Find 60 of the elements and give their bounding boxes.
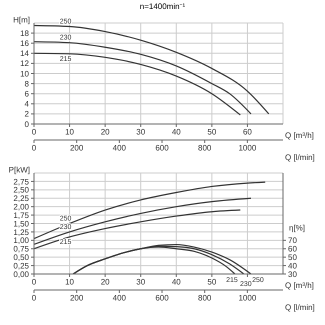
- x2-axis-title: Q [l/min]: [285, 303, 315, 312]
- y-tick-label: 8: [24, 79, 30, 88]
- y-tick-label: 2,75: [13, 177, 30, 186]
- x-tick-label: 20: [100, 128, 110, 137]
- x-tick-label: 10: [65, 278, 75, 287]
- x2-tick-label: 400: [112, 144, 127, 153]
- x2-tick-label: 200: [70, 144, 84, 153]
- y-tick-label: 12: [20, 59, 30, 68]
- x-tick-label: 30: [136, 278, 146, 287]
- x-tick-label: 10: [65, 128, 75, 137]
- y-tick-label: 1,50: [13, 219, 30, 228]
- y2-tick-label: 60: [288, 244, 298, 254]
- chart-title: n=1400min⁻¹: [138, 1, 186, 12]
- y-tick-label: 18: [20, 28, 30, 38]
- y-tick-label: 2,50: [13, 186, 30, 195]
- x-tick-label: 60: [242, 128, 252, 137]
- y-tick-label: 4: [24, 100, 30, 109]
- x2-axis-title: Q [l/min]: [285, 153, 315, 162]
- y2-tick-label: 40: [288, 261, 298, 270]
- y-tick-label: 2,00: [13, 202, 30, 212]
- x2-tick-label: 200: [70, 294, 84, 303]
- y2-tick-label: 50: [288, 253, 298, 262]
- y-tick-label: 6: [24, 90, 30, 99]
- x2-tick-label: 600: [155, 144, 170, 153]
- x-tick-label: 40: [172, 128, 182, 137]
- y-tick-label: 16: [20, 39, 30, 48]
- x-axis-title: Q [m³/h]: [285, 131, 314, 140]
- y-tick-label: 14: [20, 49, 30, 58]
- x-tick-label: 0: [32, 278, 37, 287]
- x-tick-label: 50: [207, 278, 217, 287]
- x-tick-label: 50: [207, 128, 217, 137]
- y-tick-label: 2: [24, 110, 30, 119]
- x-axis-title: Q [m³/h]: [285, 281, 314, 290]
- x-tick-label: 40: [172, 278, 182, 287]
- y-tick-label: 0: [24, 120, 30, 129]
- y-tick-label: 0,75: [13, 244, 30, 254]
- x2-tick-label: 0: [32, 294, 37, 303]
- y-axis-title: P[kW]: [8, 166, 30, 175]
- x2-tick-label: 1000: [238, 294, 257, 303]
- x2-tick-label: 400: [112, 294, 127, 303]
- y-tick-label: 2,25: [13, 194, 30, 204]
- y-tick-label: 0,00: [13, 270, 30, 279]
- y-tick-label: 1,75: [13, 210, 30, 220]
- x-tick-label: 0: [32, 128, 37, 137]
- y-axis-title: H[m]: [13, 16, 30, 25]
- x-tick-label: 30: [136, 128, 146, 137]
- x2-tick-label: 0: [32, 144, 37, 153]
- y-tick-label: 1,00: [13, 236, 30, 246]
- x2-tick-label: 600: [155, 294, 170, 303]
- x2-tick-label: 1000: [238, 144, 257, 153]
- x2-tick-label: 800: [198, 294, 212, 303]
- x2-tick-label: 800: [198, 144, 212, 153]
- y-tick-label: 10: [20, 69, 30, 78]
- y-tick-label: 0,25: [13, 261, 30, 270]
- y2-axis-title: η[%]: [289, 223, 306, 232]
- y-tick-label: 0,50: [13, 253, 30, 262]
- x-tick-label: 20: [100, 278, 110, 287]
- y-tick-label: 1,25: [13, 228, 30, 237]
- y2-tick-label: 70: [288, 236, 298, 246]
- y2-tick-label: 30: [288, 270, 298, 279]
